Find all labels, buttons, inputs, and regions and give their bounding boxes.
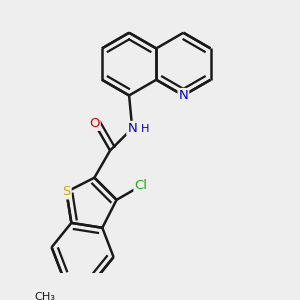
Text: CH₃: CH₃ (34, 292, 56, 300)
Text: Cl: Cl (134, 179, 148, 192)
Text: H: H (141, 124, 150, 134)
Text: S: S (62, 185, 70, 198)
Text: N: N (128, 122, 137, 135)
Text: O: O (89, 117, 100, 130)
Text: N: N (178, 89, 188, 102)
